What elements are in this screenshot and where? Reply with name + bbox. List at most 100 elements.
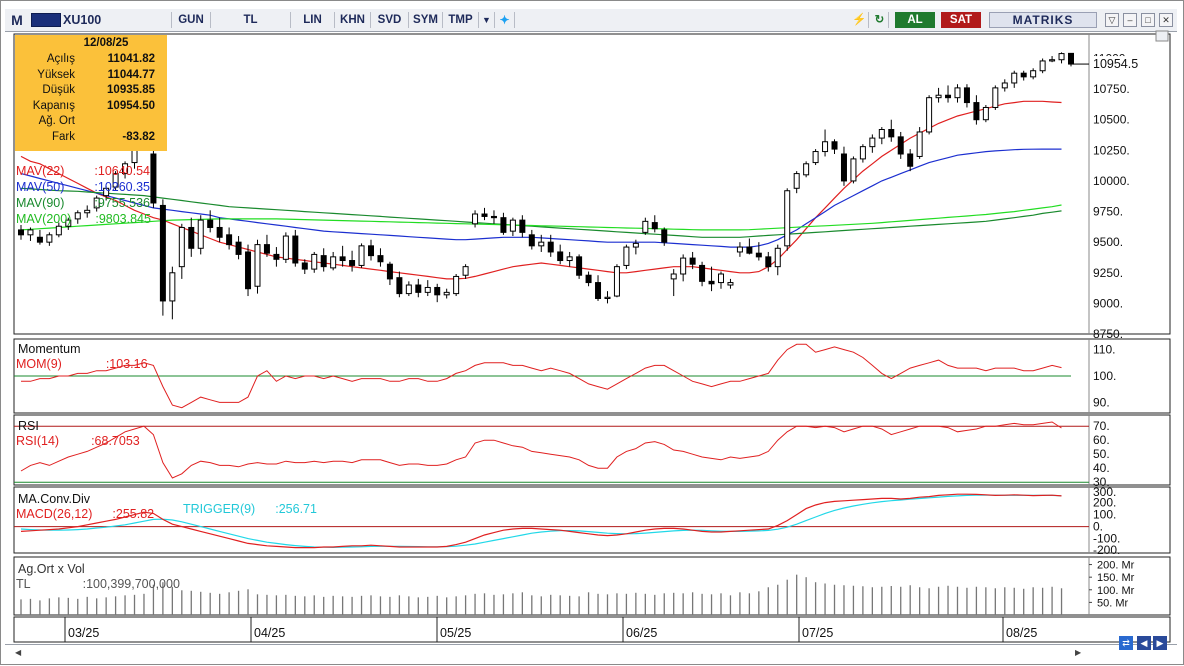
- candle-body: [415, 284, 422, 293]
- chevron-down-icon[interactable]: ▽: [1105, 13, 1119, 27]
- nav-right-icon[interactable]: ▶: [1153, 636, 1167, 650]
- nav-left-icon[interactable]: ◀: [1137, 636, 1151, 650]
- candle-body: [670, 273, 677, 280]
- macd-tick-label: -100.: [1093, 532, 1120, 546]
- candle-body: [159, 204, 166, 302]
- linear-scale-button[interactable]: LIN: [291, 12, 335, 28]
- horizontal-scrollbar[interactable]: ◀ ▶: [5, 644, 1177, 661]
- refresh-icon[interactable]: ↻: [871, 12, 889, 28]
- momentum-legend[interactable]: MOM(9):103.16: [16, 357, 148, 371]
- scroll-right-icon[interactable]: ▶: [1075, 648, 1082, 657]
- mav22-legend[interactable]: MAV(22) :10640.54: [16, 164, 150, 178]
- sym-button[interactable]: SYM: [409, 12, 443, 28]
- rsi-label: RSI(14): [16, 434, 60, 448]
- candle-body: [547, 241, 554, 253]
- maximize-icon[interactable]: □: [1141, 13, 1155, 27]
- mav90-label: MAV(90): [16, 196, 65, 210]
- candle-body: [500, 217, 507, 233]
- mav50-legend[interactable]: MAV(50):10260.35: [16, 180, 150, 194]
- price-tick-label-partial: 8750.: [1093, 327, 1123, 341]
- candle-body: [509, 219, 516, 232]
- panel-scroll-button: [1155, 30, 1169, 42]
- scroll-left-icon[interactable]: ◀: [15, 648, 22, 657]
- symbol-label[interactable]: XU100: [63, 13, 102, 27]
- candle-body: [1030, 70, 1037, 78]
- close-icon[interactable]: ✕: [1159, 13, 1173, 27]
- date-tick-label: 03/25: [68, 626, 99, 640]
- candle-body: [245, 251, 252, 290]
- ohlc-low-row: Düşük 10935.85: [19, 83, 163, 99]
- date-tick-label: 07/25: [802, 626, 833, 640]
- price-tick-label: 9500.: [1093, 235, 1123, 249]
- candle-body: [576, 256, 583, 276]
- buy-button[interactable]: AL: [895, 12, 935, 28]
- candle-body: [897, 136, 904, 155]
- macd-legend[interactable]: MACD(26,12):255.82: [16, 507, 154, 521]
- last-price-label: 10954.5: [1093, 57, 1138, 71]
- candle-body: [46, 234, 53, 243]
- symbol-picker-icon[interactable]: [31, 13, 61, 27]
- panel-frame-vol: [13, 556, 1171, 616]
- minimize-icon[interactable]: –: [1123, 13, 1137, 27]
- candle-body: [273, 253, 280, 260]
- candle-body: [112, 173, 119, 188]
- mav22-label: MAV(22): [16, 164, 65, 178]
- candle-body: [651, 222, 658, 230]
- candle-body: [926, 97, 933, 133]
- candle-body: [330, 256, 337, 269]
- mav200-value: :9803.845: [95, 212, 151, 226]
- candle-body: [490, 215, 497, 219]
- sell-button[interactable]: SAT: [941, 12, 981, 28]
- candle-body: [301, 262, 308, 270]
- macd-value: :255.82: [112, 507, 155, 521]
- mav90-value: :9755.536: [94, 196, 150, 210]
- macd-tick-label: 100.: [1093, 508, 1116, 522]
- candle-body: [93, 197, 100, 209]
- mav200-label: MAV(200): [16, 212, 72, 226]
- volume-value: :100,399,700,000: [82, 577, 180, 591]
- twitter-icon[interactable]: ✦: [495, 12, 515, 28]
- template-button[interactable]: TMP: [443, 12, 479, 28]
- panel-frame-macd: [13, 486, 1171, 554]
- candle-body: [935, 94, 942, 99]
- rsi-legend[interactable]: RSI(14):68.7053: [16, 434, 140, 448]
- volume-tick-label: 150. Mr: [1097, 572, 1135, 584]
- lightning-icon[interactable]: ⚡: [851, 12, 869, 28]
- candle-body: [36, 236, 43, 243]
- candle-body: [1068, 52, 1074, 65]
- mav22-value: :10640.54: [94, 164, 150, 178]
- candle-body: [74, 212, 81, 220]
- svd-button[interactable]: SVD: [371, 12, 409, 28]
- candle-body: [604, 296, 611, 299]
- volume-tick-label: 100. Mr: [1097, 585, 1135, 597]
- candle-body: [27, 229, 34, 236]
- rsi-tick-label: 30.: [1093, 475, 1110, 489]
- candle-body: [963, 87, 970, 104]
- period-button[interactable]: GUN: [171, 12, 211, 28]
- candle-body: [632, 242, 639, 248]
- currency-button[interactable]: TL: [211, 12, 291, 28]
- mav200-legend[interactable]: MAV(200) :9803.845: [16, 212, 151, 226]
- series-line-mav90: [20, 187, 1062, 238]
- dropdown-icon[interactable]: ▼: [479, 12, 495, 28]
- candle-body: [1058, 53, 1065, 61]
- mav90-legend[interactable]: MAV(90) :9755.536: [16, 196, 150, 210]
- candle-body: [178, 226, 185, 268]
- volume-legend[interactable]: TL:100,399,700,000: [16, 577, 180, 591]
- candle-body: [699, 264, 706, 282]
- toolbar: M XU100 GUN TL LIN KHN SVD SYM TMP ▼ ✦ ⚡…: [5, 9, 1177, 32]
- candle-body: [1011, 72, 1018, 84]
- trigger-legend[interactable]: TRIGGER(9):256.71: [183, 502, 317, 516]
- ohlc-high-row: Yüksek 11044.77: [19, 68, 163, 84]
- khn-button[interactable]: KHN: [335, 12, 371, 28]
- momentum-tick-label: 110.: [1093, 343, 1115, 357]
- candle-body: [954, 87, 961, 99]
- candle-body: [1049, 59, 1056, 62]
- series-line-rsi14: [20, 421, 1062, 479]
- candle-body: [528, 234, 535, 247]
- candle-body: [613, 266, 620, 297]
- candle-body: [254, 244, 261, 287]
- sync-icon[interactable]: ⇄: [1119, 636, 1133, 650]
- candle-body: [292, 235, 299, 264]
